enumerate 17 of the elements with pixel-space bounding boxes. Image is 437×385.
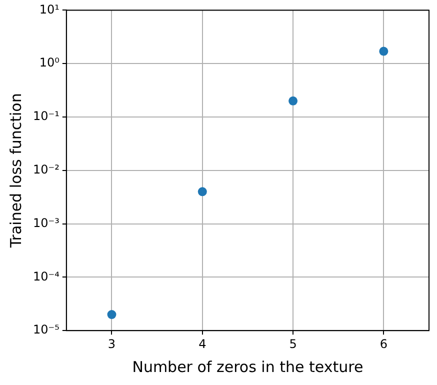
- x-tick-label: 3: [108, 336, 116, 351]
- y-tick-label: 10⁰: [39, 56, 60, 70]
- x-tick-label: 6: [380, 336, 388, 351]
- y-tick-label: 10⁻³: [32, 216, 60, 230]
- x-tick-label: 5: [289, 336, 297, 351]
- y-axis-title: Trained loss function: [6, 93, 25, 249]
- point: [198, 187, 207, 196]
- point: [288, 96, 298, 106]
- y-tick-label: 10⁻⁴: [32, 269, 60, 284]
- y-tick-label: 10¹: [39, 2, 60, 16]
- y-tick-label: 10⁻⁵: [32, 322, 60, 337]
- y-tick-label: 10⁻¹: [32, 109, 60, 124]
- y-tick-label: 10⁻²: [32, 162, 60, 177]
- point: [107, 310, 116, 320]
- x-tick-label: 4: [198, 336, 206, 351]
- point: [379, 46, 388, 56]
- x-axis-title: Number of zeros in the texture: [132, 358, 364, 376]
